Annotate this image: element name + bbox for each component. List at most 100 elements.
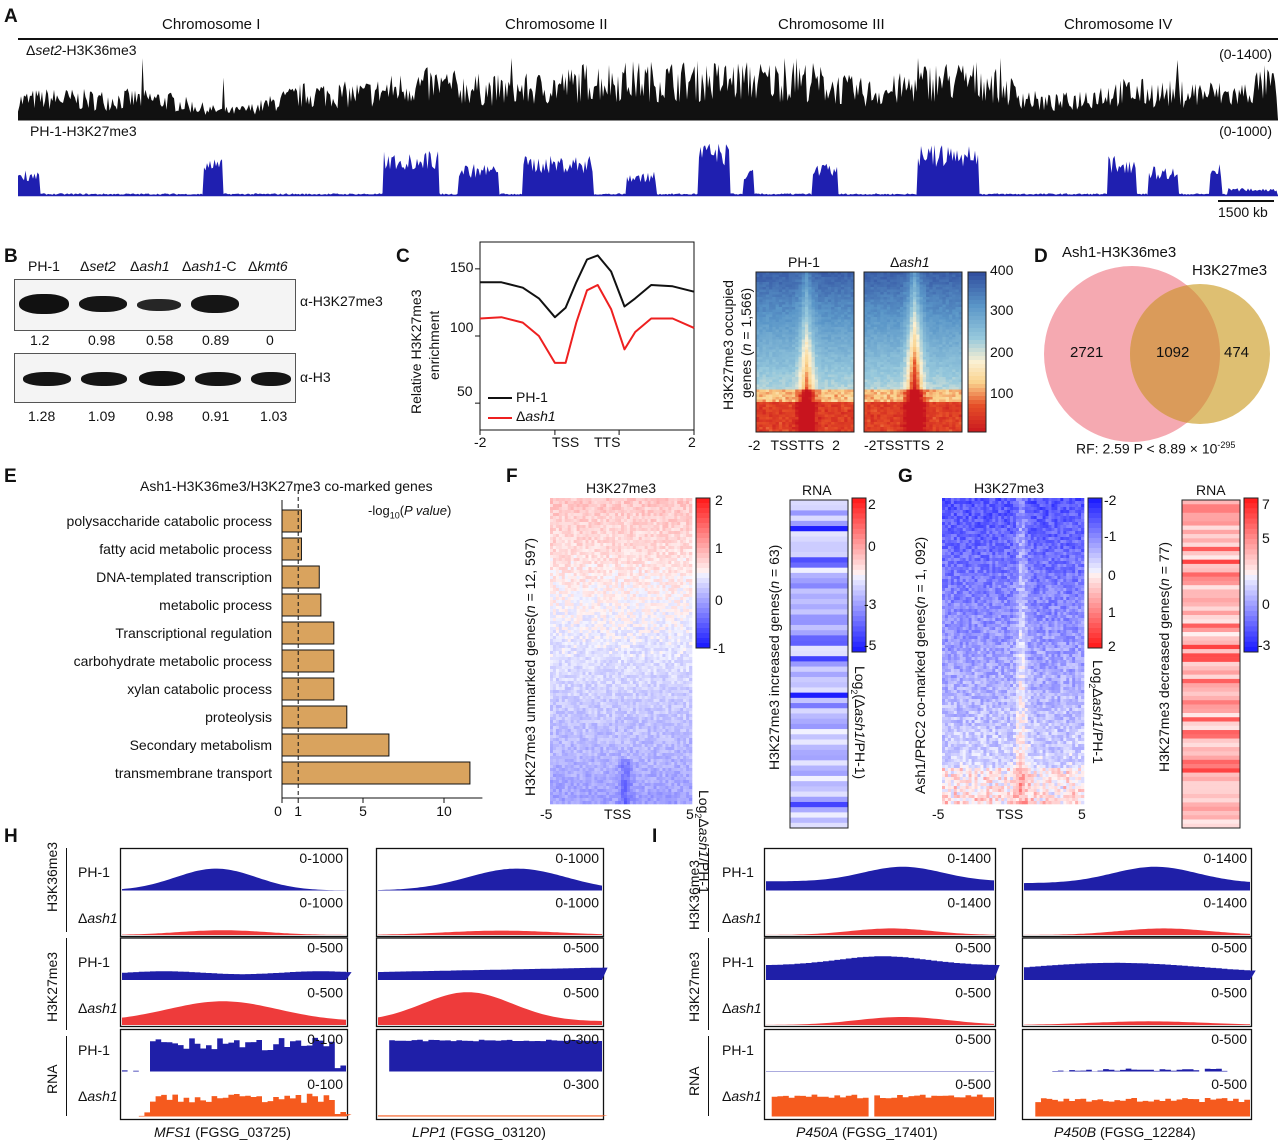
heat-cell <box>899 369 904 373</box>
heat-cell <box>844 379 848 383</box>
heat-cell <box>759 407 763 410</box>
heat-cell <box>942 347 947 350</box>
heat-cell <box>775 314 780 318</box>
heat-cell <box>594 513 598 517</box>
heat-cell <box>903 359 907 363</box>
heat-cell <box>844 314 848 318</box>
heat-cell <box>762 342 767 345</box>
heat-cell <box>840 414 845 418</box>
heat-cell <box>864 302 868 305</box>
heat-cell <box>847 349 852 353</box>
heat-cell <box>814 394 819 398</box>
heat-cell <box>932 329 937 333</box>
heat-cell <box>867 327 871 330</box>
heat-cell <box>890 272 894 275</box>
heat-cell <box>831 347 835 350</box>
profile-xtick: TSS <box>552 434 580 450</box>
heat-cell <box>945 344 950 348</box>
heat-cell <box>821 282 825 285</box>
heat-cell <box>922 339 927 343</box>
heat-cell <box>886 382 891 385</box>
heat-cell <box>775 367 780 370</box>
heat-cell <box>909 384 914 388</box>
heat-cell <box>772 349 776 353</box>
heat-cell <box>899 342 904 345</box>
heat-cell <box>824 397 829 400</box>
heat-cell <box>558 522 563 526</box>
heat-cell <box>893 314 898 318</box>
heat-cell <box>814 399 819 403</box>
heat-cell <box>870 312 875 315</box>
heat-cell <box>935 297 940 300</box>
heat-cell <box>922 309 927 313</box>
heat-cell <box>880 362 884 365</box>
heat-cell <box>844 302 848 305</box>
heat-cell <box>778 342 783 345</box>
heat-cell <box>778 312 783 315</box>
heat-cell <box>942 324 947 328</box>
heat-cell <box>824 294 829 298</box>
heat-cell <box>759 344 763 348</box>
heat-cell <box>606 507 610 511</box>
heat-cell <box>883 307 888 310</box>
heat-cell <box>870 279 875 283</box>
heat-cell <box>899 372 904 375</box>
heat-cell <box>756 279 760 283</box>
heat-cell <box>909 357 914 360</box>
heat-cell <box>555 507 560 511</box>
heat-cell <box>788 314 793 318</box>
heat-cell <box>814 329 819 333</box>
heat-cell <box>935 399 940 403</box>
heat-cell <box>827 327 832 330</box>
heat-cell <box>844 292 848 295</box>
heat-cell <box>886 387 891 390</box>
heat-cell <box>840 389 845 393</box>
heat-cell <box>811 312 816 315</box>
heat-cell <box>680 504 684 508</box>
heat-cell <box>762 382 767 385</box>
heat-cell <box>795 339 799 343</box>
heat-cell <box>788 409 793 413</box>
heat-cell <box>877 379 881 383</box>
heat-cell <box>890 422 894 425</box>
heat-cell <box>942 289 947 293</box>
heat-cell <box>594 546 598 550</box>
heat-cell <box>795 307 799 310</box>
heat-cell <box>877 274 881 278</box>
heat-cell <box>929 387 933 390</box>
heat-cell <box>932 327 937 330</box>
heat-cell <box>772 357 776 360</box>
heat-cell <box>877 324 881 328</box>
heat-cell <box>788 319 793 323</box>
heat-cell <box>824 422 829 425</box>
heat-cell <box>677 528 681 532</box>
heat-cell <box>801 314 806 318</box>
heat-cell <box>772 317 776 320</box>
heat-cell <box>769 362 773 365</box>
heat-cell <box>906 399 911 403</box>
heat-cell <box>847 429 852 433</box>
heat-cell <box>837 289 842 293</box>
heat-cell <box>814 382 819 385</box>
heat-cell <box>945 362 950 365</box>
heat-cell <box>844 274 848 278</box>
heat-cell <box>618 513 622 517</box>
heat-cell <box>769 377 773 380</box>
heat-cell <box>890 329 894 333</box>
heat-cell <box>798 334 803 338</box>
heat-cell <box>958 389 963 393</box>
bar-category-label: Secondary metabolism <box>130 737 272 753</box>
heat-cell <box>814 352 819 355</box>
heat-cell <box>955 387 960 390</box>
heat-cell <box>615 507 619 511</box>
heat-cell <box>834 374 839 378</box>
heat-cell <box>942 322 947 325</box>
heat-cell <box>847 284 852 288</box>
heat-cell <box>926 317 930 320</box>
heat-cell <box>606 537 610 541</box>
heat-cell <box>886 277 891 280</box>
heat-cell <box>795 332 799 335</box>
heat-cell <box>827 284 832 288</box>
heat-cell <box>906 349 911 353</box>
colorbar-cell <box>968 292 986 297</box>
